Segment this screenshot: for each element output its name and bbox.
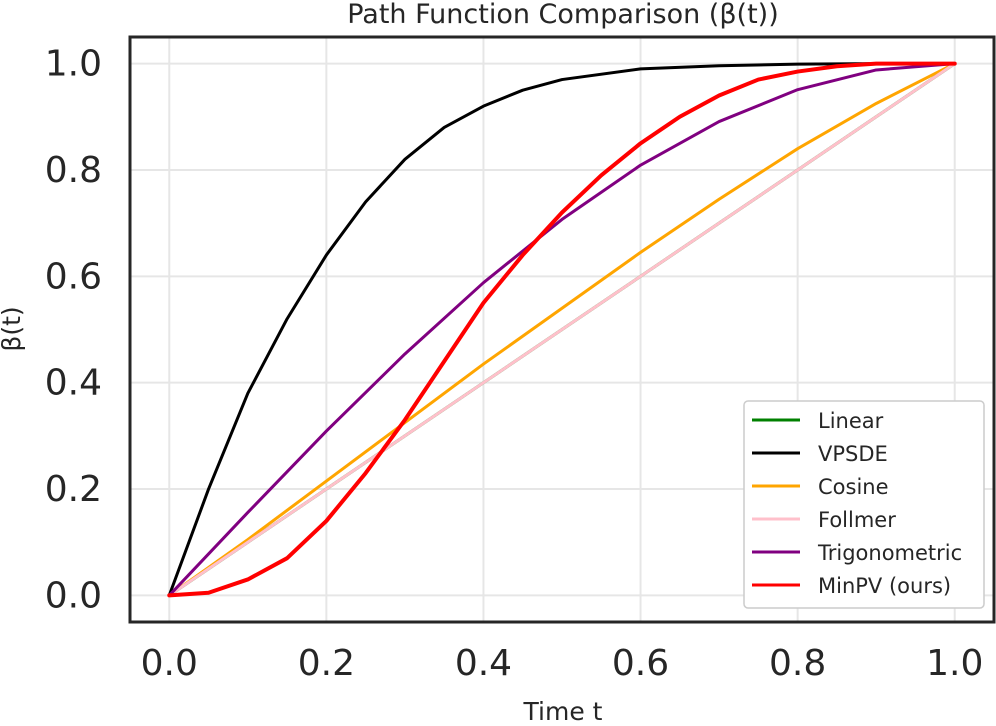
- x-tick-label: 0.0: [141, 643, 198, 684]
- y-tick-label: 0.0: [45, 575, 102, 616]
- plot-frame: [128, 35, 996, 624]
- y-axis-label: β(t): [0, 306, 26, 351]
- x-tick-label: 0.4: [455, 643, 512, 684]
- x-tick-label: 0.8: [769, 643, 826, 684]
- y-tick-label: 0.4: [45, 363, 102, 404]
- legend-box: [743, 400, 985, 609]
- y-tick-label: 0.8: [45, 150, 102, 191]
- x-tick-label: 0.6: [612, 643, 669, 684]
- series-line-follmer: [167, 62, 957, 597]
- x-tick-labels: 0.0 0.2 0.4 0.6 0.8 1.0: [141, 643, 984, 684]
- series-line-vpsde: [167, 62, 957, 597]
- y-tick-label: 1.0: [45, 44, 102, 85]
- legend: Linear VPSDE Cosine Follmer Trigonometric Min…: [743, 400, 985, 609]
- y-tick-label: 0.6: [45, 256, 102, 297]
- series-line-cosine: [167, 62, 957, 597]
- x-axis-label: Time t: [523, 697, 603, 726]
- x-tick-label: 0.2: [298, 643, 355, 684]
- legend-label-linear: Linear: [818, 409, 884, 433]
- legend-label-vpsde: VPSDE: [818, 442, 888, 466]
- series-line-minpv-ours: [167, 61, 957, 598]
- grid: [130, 37, 994, 622]
- y-tick-label: 0.2: [45, 469, 102, 510]
- series-layer: [167, 61, 957, 598]
- chart-title: Path Function Comparison (β(t)): [347, 0, 779, 30]
- series-line-trigonometric: [167, 62, 957, 597]
- legend-label-trigonometric: Trigonometric: [817, 541, 962, 565]
- legend-label-cosine: Cosine: [818, 475, 889, 499]
- x-tick-label: 1.0: [926, 643, 983, 684]
- legend-label-minpv-ours: MinPV (ours): [818, 574, 951, 598]
- y-tick-labels: 0.0 0.2 0.4 0.6 0.8 1.0: [45, 44, 102, 617]
- legend-label-follmer: Follmer: [818, 508, 896, 532]
